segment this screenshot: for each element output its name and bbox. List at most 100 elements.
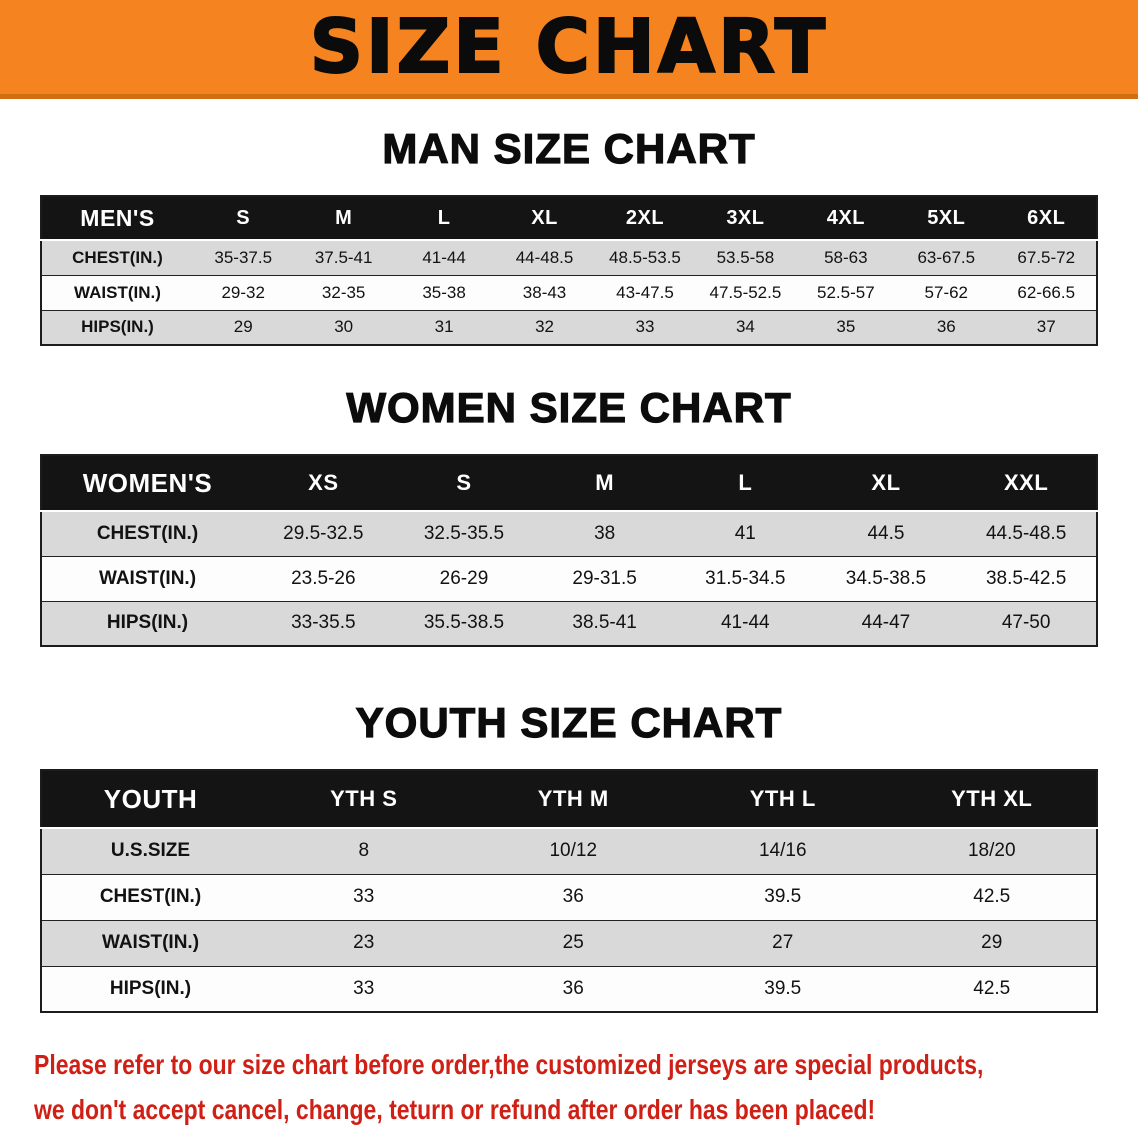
- size-header-cell: YTH S: [259, 770, 469, 829]
- size-cell: 33: [259, 873, 469, 920]
- women-table-corner-label: WOMEN'S: [41, 455, 253, 512]
- size-cell: 29: [193, 309, 294, 345]
- size-cell: 33: [259, 965, 469, 1012]
- size-cell: 29-31.5: [534, 555, 675, 601]
- size-cell: 39.5: [678, 873, 888, 920]
- size-cell: 44-47: [815, 600, 957, 646]
- size-cell: 32.5-35.5: [393, 510, 535, 556]
- size-cell: 37: [996, 309, 1097, 345]
- size-cell: 14/16: [678, 827, 888, 874]
- size-cell: 47.5-52.5: [695, 274, 796, 310]
- youth-size-table: YOUTH YTH S YTH M YTH L YTH XL U.S.SIZE …: [40, 769, 1098, 1013]
- size-cell: 34.5-38.5: [815, 555, 957, 601]
- size-header-cell: L: [393, 196, 495, 241]
- size-cell: 36: [468, 873, 678, 920]
- notice-line-1: Please refer to our size chart before or…: [34, 1049, 984, 1080]
- men-size-table: MEN'S S M L XL 2XL 3XL 4XL 5XL 6XL CHEST…: [40, 195, 1098, 346]
- women-chest-row: CHEST(IN.) 29.5-32.5 32.5-35.5 38 41 44.…: [41, 510, 1097, 556]
- size-cell: 58-63: [795, 239, 897, 275]
- size-header-cell: 4XL: [795, 196, 897, 241]
- women-waist-row: WAIST(IN.) 23.5-26 26-29 29-31.5 31.5-34…: [41, 555, 1097, 601]
- row-label: HIPS(IN.): [41, 309, 193, 345]
- youth-table-corner-label: YOUTH: [41, 770, 259, 829]
- size-header-cell: YTH L: [678, 770, 888, 829]
- men-hips-row: HIPS(IN.) 29 30 31 32 33 34 35 36 37: [41, 309, 1097, 345]
- size-cell: 41-44: [393, 239, 495, 275]
- size-header-cell: XL: [494, 196, 595, 241]
- size-cell: 33-35.5: [253, 600, 394, 646]
- size-cell: 34: [695, 309, 796, 345]
- footer-notice: Please refer to our size chart before or…: [34, 1043, 1138, 1133]
- size-header-cell: YTH M: [468, 770, 678, 829]
- size-cell: 29: [887, 919, 1097, 966]
- size-header-cell: 6XL: [996, 196, 1097, 241]
- size-cell: 26-29: [393, 555, 535, 601]
- size-cell: 29-32: [193, 274, 294, 310]
- size-header-cell: XS: [253, 455, 394, 512]
- row-label: U.S.SIZE: [41, 827, 259, 874]
- row-label: WAIST(IN.): [41, 274, 193, 310]
- youth-waist-row: WAIST(IN.) 23 25 27 29: [41, 919, 1097, 966]
- size-cell: 38-43: [494, 274, 595, 310]
- youth-hips-row: HIPS(IN.) 33 36 39.5 42.5: [41, 965, 1097, 1012]
- size-cell: 36: [896, 309, 997, 345]
- size-cell: 57-62: [896, 274, 997, 310]
- women-size-table: WOMEN'S XS S M L XL XXL CHEST(IN.) 29.5-…: [40, 454, 1098, 647]
- row-label: WAIST(IN.): [41, 555, 253, 601]
- youth-section-title: YOUTH SIZE CHART: [355, 698, 783, 746]
- row-label: CHEST(IN.): [41, 510, 253, 556]
- size-cell: 42.5: [887, 965, 1097, 1012]
- size-header-cell: M: [534, 455, 675, 512]
- men-waist-row: WAIST(IN.) 29-32 32-35 35-38 38-43 43-47…: [41, 274, 1097, 310]
- size-cell: 29.5-32.5: [253, 510, 394, 556]
- row-label: CHEST(IN.): [41, 873, 259, 920]
- youth-header-row: YOUTH YTH S YTH M YTH L YTH XL: [41, 770, 1097, 829]
- size-header-cell: XL: [815, 455, 957, 512]
- size-cell: 27: [678, 919, 888, 966]
- men-section: MAN SIZE CHART MEN'S S M L XL 2XL 3XL 4X…: [0, 124, 1138, 346]
- size-cell: 44.5: [815, 510, 957, 556]
- size-cell: 44-48.5: [494, 239, 595, 275]
- size-header-cell: S: [393, 455, 535, 512]
- size-cell: 10/12: [468, 827, 678, 874]
- size-header-cell: XXL: [956, 455, 1097, 512]
- row-label: WAIST(IN.): [41, 919, 259, 966]
- size-cell: 38.5-42.5: [956, 555, 1097, 601]
- size-cell: 47-50: [956, 600, 1097, 646]
- size-cell: 44.5-48.5: [956, 510, 1097, 556]
- size-header-cell: M: [293, 196, 394, 241]
- banner: SIZE CHART: [0, 0, 1138, 99]
- size-cell: 48.5-53.5: [594, 239, 696, 275]
- size-cell: 63-67.5: [896, 239, 997, 275]
- size-cell: 36: [468, 965, 678, 1012]
- size-header-cell: S: [193, 196, 294, 241]
- size-cell: 52.5-57: [795, 274, 897, 310]
- size-cell: 38.5-41: [534, 600, 675, 646]
- size-cell: 35-38: [393, 274, 495, 310]
- size-header-cell: 3XL: [695, 196, 796, 241]
- size-cell: 23: [259, 919, 469, 966]
- size-cell: 35-37.5: [193, 239, 294, 275]
- youth-ussize-row: U.S.SIZE 8 10/12 14/16 18/20: [41, 827, 1097, 874]
- size-header-cell: L: [674, 455, 816, 512]
- row-label: HIPS(IN.): [41, 965, 259, 1012]
- size-cell: 38: [534, 510, 675, 556]
- size-cell: 53.5-58: [695, 239, 796, 275]
- size-cell: 30: [293, 309, 394, 345]
- size-header-cell: 2XL: [594, 196, 696, 241]
- size-cell: 31: [393, 309, 495, 345]
- size-cell: 67.5-72: [996, 239, 1097, 275]
- size-cell: 23.5-26: [253, 555, 394, 601]
- size-cell: 25: [468, 919, 678, 966]
- page-title: SIZE CHART: [309, 3, 829, 91]
- size-cell: 18/20: [887, 827, 1097, 874]
- size-cell: 62-66.5: [996, 274, 1097, 310]
- size-cell: 37.5-41: [293, 239, 394, 275]
- size-cell: 35: [795, 309, 897, 345]
- size-cell: 41-44: [674, 600, 816, 646]
- men-header-row: MEN'S S M L XL 2XL 3XL 4XL 5XL 6XL: [41, 196, 1097, 241]
- women-hips-row: HIPS(IN.) 33-35.5 35.5-38.5 38.5-41 41-4…: [41, 600, 1097, 646]
- size-cell: 42.5: [887, 873, 1097, 920]
- notice-line-2: we don't accept cancel, change, teturn o…: [34, 1093, 876, 1125]
